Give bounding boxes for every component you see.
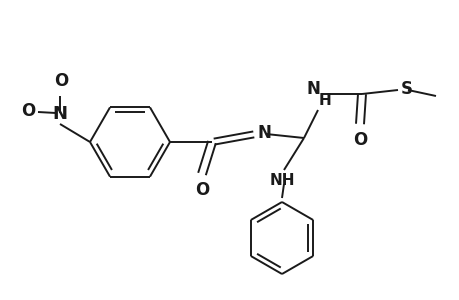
Text: O: O	[54, 72, 68, 90]
Text: O: O	[195, 181, 209, 199]
Text: N: N	[257, 124, 271, 142]
Text: O: O	[352, 131, 366, 149]
Text: NH: NH	[269, 173, 294, 188]
Text: O: O	[21, 102, 35, 120]
Text: N: N	[305, 80, 319, 98]
Text: H: H	[318, 93, 331, 108]
Text: S: S	[400, 80, 412, 98]
Text: N: N	[52, 105, 67, 123]
